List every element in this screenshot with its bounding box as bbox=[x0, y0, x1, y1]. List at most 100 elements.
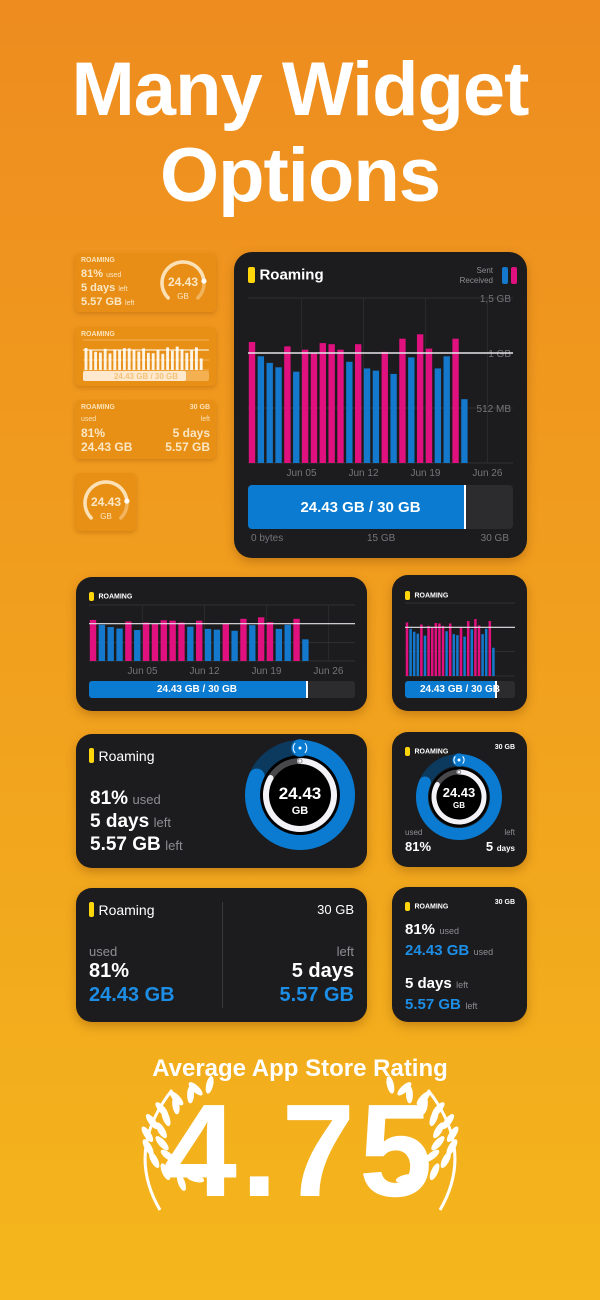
medium-stats-widget[interactable]: Roaming 30 GB used 81% 24.43 GB left 5 d… bbox=[76, 888, 367, 1022]
bar-received bbox=[474, 619, 477, 676]
bar-received bbox=[301, 349, 309, 463]
bar-sent bbox=[293, 371, 300, 463]
usage-progress-fill bbox=[83, 371, 186, 381]
antenna-radiowaves-icon bbox=[292, 742, 308, 754]
ring-center bbox=[429, 767, 489, 827]
bar-received bbox=[459, 626, 463, 676]
laurel-leaf bbox=[424, 1149, 440, 1162]
x-tick-label: Jun 12 bbox=[189, 666, 219, 677]
usage-bar-chart: Jun 05 Jun 12 Jun 19 Jun 26 bbox=[89, 604, 355, 677]
x-tick-label: Jun 05 bbox=[128, 666, 158, 677]
x-tick-label: Jun 19 bbox=[410, 468, 440, 479]
bar-sent bbox=[146, 352, 150, 370]
gauge-fill bbox=[160, 260, 206, 300]
accent-tag bbox=[89, 592, 94, 602]
accent-tag bbox=[248, 266, 255, 283]
bar-sent bbox=[161, 353, 165, 370]
bar-sent bbox=[137, 351, 141, 370]
bar-received bbox=[89, 619, 97, 661]
small-stats-widget[interactable]: ROAMING 30 GB 81% used 24.43 GB used 5 d… bbox=[392, 887, 527, 1022]
medium-chart-widget[interactable]: ROAMING Jun 05 Jun 12 Jun 19 Jun 26 24.43 G… bbox=[76, 577, 367, 711]
rating-value: 4.75 bbox=[163, 1077, 437, 1224]
accent-tag bbox=[405, 591, 410, 601]
bar-received bbox=[178, 622, 185, 661]
bar-sent bbox=[461, 399, 468, 463]
bar-sent bbox=[484, 628, 488, 676]
laurel-leaf bbox=[205, 1076, 214, 1094]
bar-sent bbox=[346, 361, 353, 463]
bar-received bbox=[441, 625, 445, 676]
bar-received bbox=[127, 348, 131, 370]
bar-received bbox=[381, 351, 388, 463]
headline: Many Widget Options bbox=[71, 47, 530, 218]
legend-received-swatch bbox=[511, 267, 517, 284]
bar-received bbox=[118, 350, 122, 370]
accent-tag bbox=[405, 902, 410, 912]
bar-sent bbox=[481, 634, 484, 676]
laurel-leaf bbox=[186, 1174, 205, 1183]
small-chart-widget[interactable]: ROAMING 24.43 GB / 30 GB bbox=[392, 575, 527, 711]
bar-received bbox=[434, 622, 438, 676]
bar-sent bbox=[107, 627, 114, 661]
bar-sent bbox=[452, 634, 456, 676]
bar-received bbox=[427, 625, 430, 676]
bar-received bbox=[293, 618, 300, 661]
laurel-leaf bbox=[169, 1091, 184, 1106]
large-chart-widget[interactable]: Roaming Sent Received 512 MB 1 GB 1,5 GB Jun… bbox=[234, 252, 527, 558]
y-tick-label: 1,5 GB bbox=[480, 294, 511, 305]
divider bbox=[222, 902, 223, 1008]
bar-sent bbox=[98, 624, 106, 661]
bar-sent bbox=[134, 630, 141, 661]
medium-ring-widget[interactable]: Roaming 81% used 5 days left 5.57 GB lef… bbox=[76, 734, 367, 868]
bar-received bbox=[466, 621, 470, 676]
accent-tag bbox=[89, 902, 94, 918]
accent-tag bbox=[405, 747, 410, 757]
laurel-leaf bbox=[149, 1151, 160, 1169]
tinted-widget-chart[interactable]: ROAMING 24.43 GB / 30 GB bbox=[75, 327, 216, 386]
gauge-knob bbox=[201, 278, 207, 284]
usage-bar-chart bbox=[405, 602, 515, 677]
bar-received bbox=[160, 620, 167, 661]
laurel-leaf bbox=[416, 1091, 431, 1106]
usage-progress-bar: 24.43 GB / 30 GB bbox=[248, 485, 513, 529]
gauge-knob bbox=[124, 498, 130, 504]
bar-received bbox=[477, 625, 481, 676]
bar-received bbox=[103, 348, 107, 370]
bar-sent bbox=[89, 350, 93, 370]
bar-received bbox=[84, 348, 88, 370]
x-tick-label: Jun 19 bbox=[251, 666, 281, 677]
tinted-widget-summary-gauge[interactable]: ROAMING 81% used 5 days left 5.57 GB lef… bbox=[75, 253, 216, 312]
days-ring-fill bbox=[263, 758, 337, 832]
bar-received bbox=[448, 623, 452, 676]
bar-sent bbox=[257, 356, 265, 463]
bar-sent bbox=[470, 629, 474, 676]
bar-received bbox=[194, 347, 198, 370]
small-ring-widget[interactable]: ROAMING 30 GB 24.43 GB used left 81% 5 d… bbox=[392, 732, 527, 867]
laurel-leaf bbox=[160, 1163, 171, 1181]
laurel-leaf bbox=[431, 1136, 445, 1151]
bar-sent bbox=[170, 350, 174, 370]
bar-sent bbox=[423, 635, 427, 676]
usage-ring bbox=[245, 739, 355, 850]
bar-sent bbox=[456, 635, 459, 676]
tinted-widget-gauge[interactable]: 24.43 GB bbox=[75, 473, 136, 531]
bar-received bbox=[337, 349, 344, 463]
laurel-wreath-icon bbox=[141, 1076, 459, 1211]
laurel-left bbox=[141, 1076, 214, 1211]
bar-received bbox=[125, 621, 132, 661]
days-ring-marker bbox=[297, 758, 303, 764]
usage-ring-fill bbox=[245, 740, 355, 850]
usage-gauge bbox=[83, 480, 130, 520]
bar-received bbox=[355, 344, 362, 463]
laurel-leaf bbox=[155, 1102, 169, 1117]
laurel-leaf bbox=[160, 1149, 176, 1162]
bar-received bbox=[310, 353, 318, 463]
bar-received bbox=[452, 338, 459, 463]
bar-sent bbox=[108, 353, 112, 370]
bar-sent bbox=[416, 633, 420, 676]
bar-sent bbox=[372, 370, 380, 463]
tinted-widget-stats[interactable]: ROAMING 30 GB used left 81% 24.43 GB 5 da… bbox=[75, 400, 216, 459]
antenna-radiowaves-icon bbox=[453, 756, 465, 764]
usage-progress-bar: 24.43 GB / 30 GB bbox=[405, 681, 515, 698]
days-ring-marker bbox=[456, 769, 462, 775]
